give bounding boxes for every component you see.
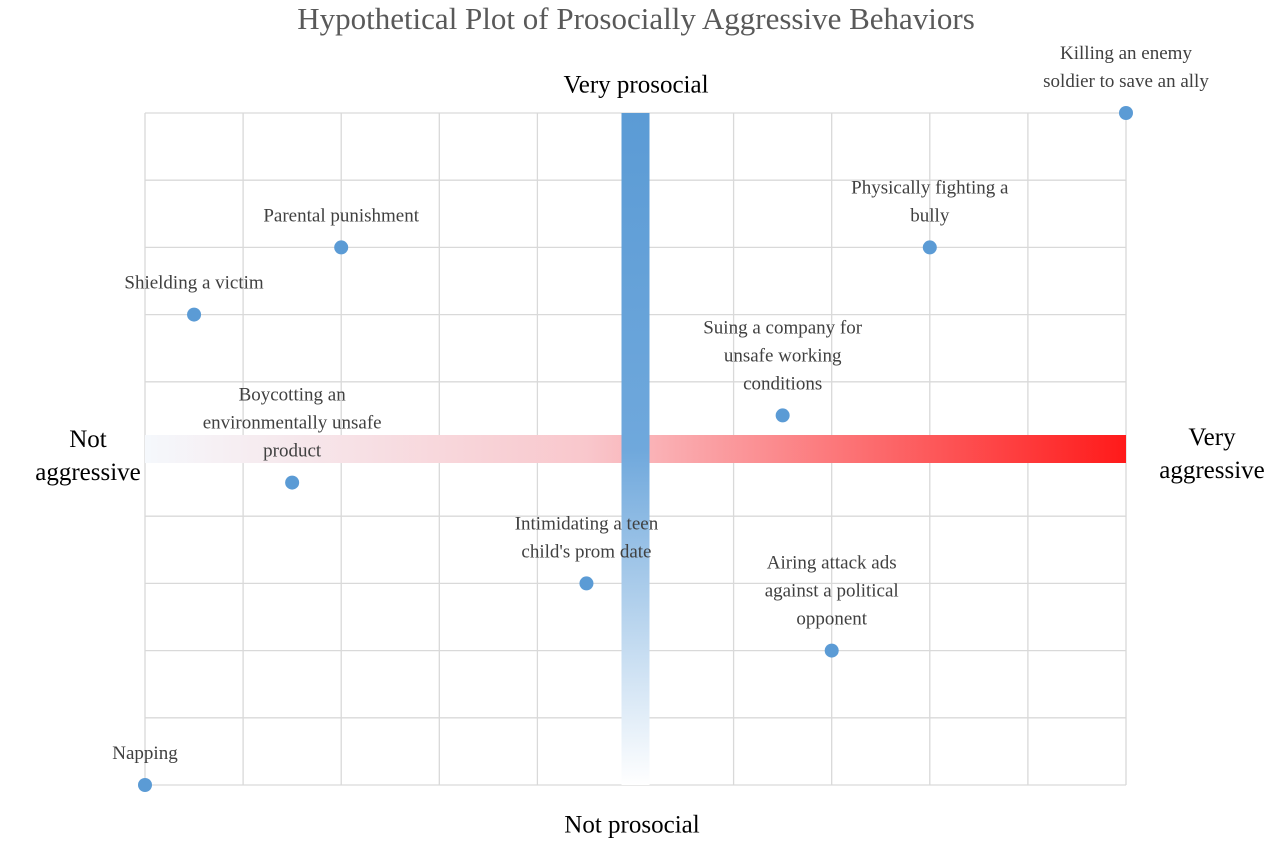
point-label-line: Parental punishment [263, 206, 419, 227]
point [334, 240, 349, 255]
point-label: Parental punishment [263, 206, 419, 227]
point-label: Napping [112, 743, 178, 764]
point-label-line: product [263, 441, 322, 462]
point-label: Suing a company for unsafe working conditi… [703, 318, 863, 395]
x-right-label-line: aggressive [1159, 457, 1265, 484]
point-label-line: soldier to save an ally [1043, 71, 1209, 92]
point-label-line: conditions [743, 374, 822, 395]
point-label-line: against a political [765, 581, 899, 602]
point [922, 240, 937, 255]
point-label: Intimidating a teen child's prom date [515, 514, 659, 563]
point-label-line: Napping [112, 743, 178, 764]
point-label: Killing an enemy soldier to save an ally [1043, 43, 1209, 92]
point-label-line: Airing attack ads [767, 553, 897, 574]
point-label-line: Physically fighting a [851, 178, 1009, 199]
y-top-label: Very prosocial [563, 72, 708, 99]
point [138, 778, 152, 792]
point-label-line: Suing a company for [703, 318, 863, 339]
point-label-line: opponent [796, 609, 867, 630]
point-label-line: bully [910, 206, 950, 227]
point-label-line: unsafe working [724, 346, 842, 367]
x-right-label-line: Very [1188, 424, 1236, 451]
x-left-label-line: aggressive [35, 459, 141, 486]
y-bottom-label: Not prosocial [564, 812, 699, 839]
chart-title: Hypothetical Plot of Prosocially Aggress… [297, 1, 975, 36]
prosocial-axis-bar [621, 113, 650, 785]
point [187, 307, 202, 322]
point-label-line: Shielding a victim [124, 273, 264, 294]
point-label-line: Boycotting an [239, 385, 347, 406]
x-left-label-line: Not [69, 426, 107, 453]
point [285, 475, 300, 490]
x-right-label: Very aggressive [1159, 424, 1265, 484]
point-label: Shielding a victim [124, 273, 264, 294]
point [824, 643, 839, 658]
point [1119, 106, 1133, 120]
point-label-line: Intimidating a teen [515, 514, 659, 535]
point-label-line: child's prom date [521, 542, 651, 563]
point-label: Boycotting an environmentally unsafe produ… [203, 385, 382, 462]
point [579, 576, 594, 591]
point-label: Physically fighting a bully [851, 178, 1009, 227]
point-label-line: environmentally unsafe [203, 413, 382, 434]
point-label: Airing attack ads against a political oppo… [765, 553, 899, 630]
point [775, 408, 790, 423]
point-label-line: Killing an enemy [1060, 43, 1192, 64]
x-left-label: Not aggressive [35, 426, 141, 486]
